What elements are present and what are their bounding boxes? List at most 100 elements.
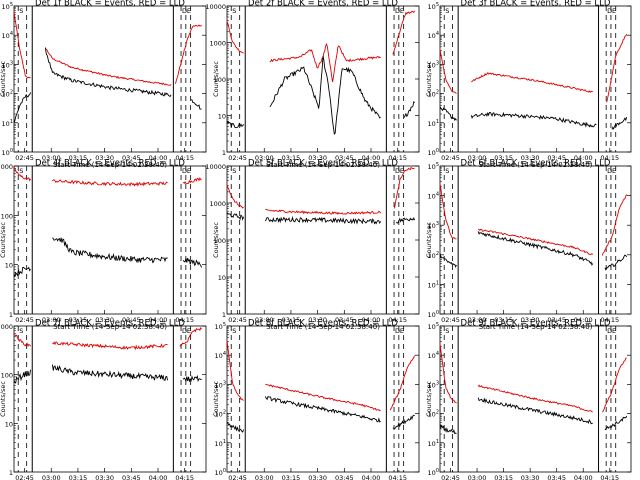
x-tick-label: 04:00	[149, 316, 168, 324]
x-tick-label: 03:15	[69, 154, 88, 162]
plot-frame	[13, 165, 207, 315]
panel-det-3: Det 3f BLACK = Events, RED = LLD 100 101 10…	[425, 0, 632, 169]
x-tick-label: 02:45	[228, 316, 247, 324]
x-tick-label: 03:00	[255, 154, 274, 162]
x-tick-label: 04:15	[600, 154, 619, 162]
x-tick-label: 02:45	[15, 154, 34, 162]
panel-title: Det 3f BLACK = Events, RED = LLD	[461, 0, 611, 9]
x-tick-label: 02:45	[15, 474, 34, 480]
y-tick-label: 102	[428, 90, 439, 99]
x-tick-label: 03:45	[335, 316, 354, 324]
x-tick-label: 04:15	[175, 474, 194, 480]
x-tick-label: 03:30	[308, 316, 327, 324]
lld-series-line	[226, 10, 416, 83]
x-tick-label: 03:30	[521, 154, 540, 162]
marker-label-d: D	[607, 327, 612, 335]
panel-det-2: Det 2f BLACK = Events, RED = LLD 1 10 100 10…	[205, 0, 420, 169]
marker-label-e: E	[612, 167, 616, 175]
lld-series-line	[13, 11, 202, 86]
x-tick-label: 04:15	[175, 154, 194, 162]
x-tick-label: 03:30	[521, 316, 540, 324]
y-tick-label: 1	[9, 311, 13, 319]
y-tick-label: 104	[215, 351, 226, 360]
y-tick-label: 101	[428, 119, 439, 128]
marker-label-s: S	[19, 327, 23, 335]
x-tick-label: 04:15	[388, 316, 407, 324]
events-series-line	[439, 106, 628, 130]
x-tick-label: 03:15	[282, 154, 301, 162]
events-series-line	[226, 395, 415, 433]
x-tick-label: 03:45	[547, 474, 566, 480]
y-axis-label: Counts/sec	[212, 381, 220, 417]
y-tick-label: 10	[5, 262, 13, 270]
y-tick-label: 105	[428, 2, 439, 11]
marker-label-d: D	[607, 7, 612, 15]
panel-det-7: Det 7f BLACK = Events, RED = LLD 1 10 100 10…	[0, 319, 207, 480]
panel-title: Det 1f BLACK = Events, RED = LLD	[35, 0, 185, 9]
marker-label-e: E	[187, 7, 191, 15]
x-axis-label: Start Time (14-Sep-14 02:38:40)	[479, 323, 593, 331]
x-tick-label: 04:00	[362, 154, 381, 162]
x-tick-label: 02:45	[15, 316, 34, 324]
events-series-line	[226, 212, 416, 225]
plot-frame	[439, 165, 632, 315]
y-axis-label: Counts/sec	[425, 61, 433, 97]
y-tick-label: 1000	[209, 40, 226, 48]
y-tick-label: 101	[215, 439, 226, 448]
y-tick-label: 104	[428, 351, 439, 360]
y-tick-label: 10	[218, 274, 226, 282]
y-tick-label: 102	[2, 90, 13, 99]
marker-label-e: E	[400, 167, 404, 175]
x-tick-label: 04:15	[175, 316, 194, 324]
x-tick-label: 04:00	[574, 316, 593, 324]
x-tick-label: 03:45	[335, 474, 354, 480]
x-tick-label: 03:00	[468, 474, 487, 480]
marker-label-d: D	[395, 7, 400, 15]
lld-series-line	[226, 340, 416, 412]
x-tick-label: 03:15	[282, 474, 301, 480]
marker-label-e: E	[187, 327, 191, 335]
x-tick-label: 04:00	[574, 154, 593, 162]
x-tick-label: 02:45	[441, 154, 460, 162]
x-tick-label: 03:30	[95, 316, 114, 324]
y-axis-label: Counts/sec	[212, 61, 220, 97]
x-tick-label: 04:00	[149, 474, 168, 480]
panel-title: Det 7f BLACK = Events, RED = LLD	[35, 319, 185, 329]
x-tick-label: 03:30	[308, 154, 327, 162]
y-tick-label: 101	[428, 439, 439, 448]
y-tick-label: 100	[214, 76, 226, 84]
marker-label-s: S	[445, 7, 449, 15]
x-tick-label: 04:00	[362, 474, 381, 480]
y-tick-label: 1000	[0, 323, 13, 331]
x-tick-label: 03:15	[494, 316, 513, 324]
panel-title: Det 6f BLACK = Events, RED = LLD	[461, 159, 611, 169]
events-series-line	[226, 55, 415, 136]
y-tick-label: 104	[2, 31, 13, 40]
x-tick-label: 03:00	[468, 316, 487, 324]
x-tick-label: 04:15	[600, 474, 619, 480]
lld-series-line	[13, 327, 202, 351]
y-tick-label: 1	[9, 469, 13, 477]
lld-series-line	[226, 166, 415, 215]
marker-label-s: S	[445, 327, 449, 335]
x-tick-label: 02:45	[228, 154, 247, 162]
y-tick-label: 105	[428, 322, 439, 331]
x-tick-label: 03:15	[494, 154, 513, 162]
x-tick-label: 03:15	[69, 474, 88, 480]
panel-title: Det 5f BLACK = Events, RED = LLD	[248, 159, 398, 169]
x-tick-label: 04:15	[600, 316, 619, 324]
x-tick-label: 02:45	[441, 474, 460, 480]
y-tick-label: 103	[428, 380, 439, 389]
y-tick-label: 105	[428, 162, 439, 171]
x-axis-label: Start Time (14-Sep-14 02:38:40)	[53, 161, 167, 169]
panel-det-8: Det 8f BLACK = Events, RED = LLD 100 101 10…	[212, 319, 420, 480]
x-axis-label: Start Time (14-Sep-14 02:38:40)	[479, 161, 593, 169]
y-tick-label: 100	[428, 468, 439, 477]
lld-series-line	[439, 33, 628, 103]
x-tick-label: 03:00	[42, 474, 61, 480]
marker-label-s: S	[232, 327, 236, 335]
x-tick-label: 02:45	[228, 474, 247, 480]
x-axis-label: Start Time (14-Sep-14 02:38:40)	[266, 161, 380, 169]
marker-label-e: E	[400, 7, 404, 15]
y-tick-label: 102	[428, 410, 439, 419]
